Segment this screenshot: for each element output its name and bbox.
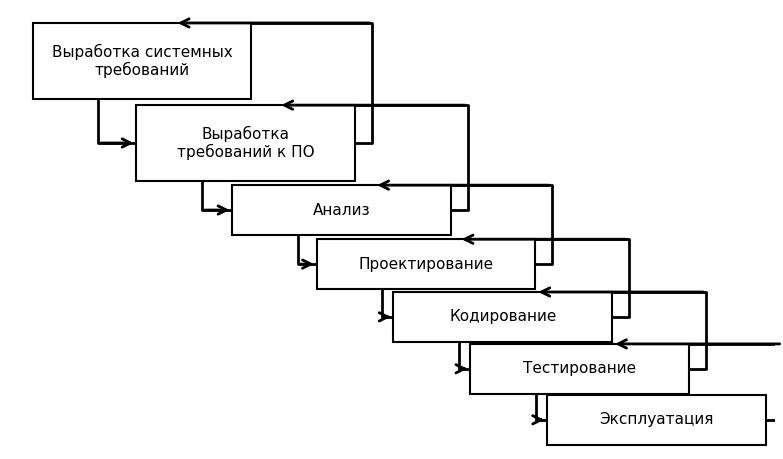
Text: Кодирование: Кодирование xyxy=(449,309,557,325)
Bar xyxy=(316,239,536,289)
Bar xyxy=(547,395,766,445)
Text: Проектирование: Проектирование xyxy=(359,257,493,272)
Bar xyxy=(233,185,451,235)
Bar xyxy=(33,23,251,99)
Bar xyxy=(393,292,612,342)
Bar xyxy=(136,105,355,181)
Text: Эксплуатация: Эксплуатация xyxy=(599,412,713,427)
Text: Тестирование: Тестирование xyxy=(523,361,636,376)
Text: Выработка
требований к ПО: Выработка требований к ПО xyxy=(177,125,315,161)
Bar xyxy=(470,344,689,394)
Text: Анализ: Анализ xyxy=(313,202,370,218)
Text: Выработка системных
требований: Выработка системных требований xyxy=(52,43,233,78)
